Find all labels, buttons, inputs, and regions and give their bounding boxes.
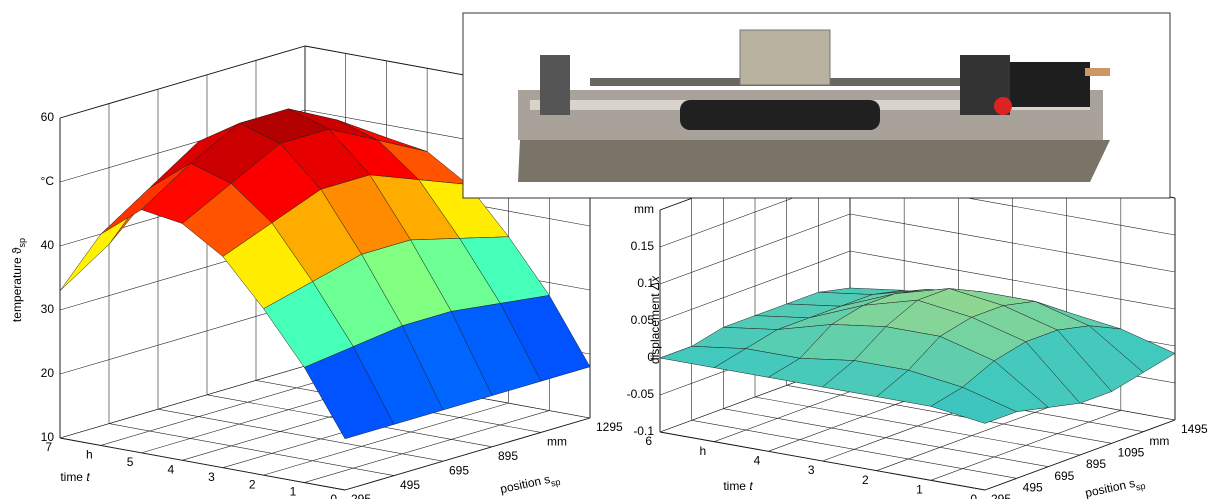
grid-line <box>344 417 591 491</box>
y-tick-label: 295 <box>351 492 371 499</box>
z-tick-label: -0.1 <box>633 424 654 438</box>
z-axis-label: temperature ϑsp <box>10 238 27 322</box>
x-tick-label: 1 <box>916 483 923 497</box>
x-axis-label: time t <box>60 470 90 484</box>
z-tick-label: 0.05 <box>631 313 655 327</box>
x-tick-label: h <box>699 444 706 458</box>
grid-line <box>59 45 306 119</box>
y-axis-label: position ssp <box>1084 474 1146 499</box>
grid-line <box>100 373 346 446</box>
x-tick-label: 1 <box>290 485 297 499</box>
z-axis-label-text: displacement <box>648 290 662 364</box>
z-tick-label: -0.05 <box>627 387 655 401</box>
y-tick-label: 1095 <box>1118 446 1145 460</box>
y-axis-label-sub: sp <box>550 477 561 489</box>
y-tick-label: 895 <box>498 449 518 463</box>
x-tick-label: h <box>86 448 93 462</box>
x-tick-label: 0 <box>970 492 977 499</box>
y-tick-label: 295 <box>991 492 1011 499</box>
y-tick-label: 1295 <box>596 420 623 434</box>
surface-chart: 10 20 30 40 °C 60 0 1 2 3 4 5 h 7 295 495 695 895 mm 1295 ti… <box>10 45 623 499</box>
x-axis-label-italic: t <box>86 470 90 484</box>
y-tick-label: 695 <box>1054 469 1074 483</box>
z-axis-label-text: temperature ϑ <box>10 247 24 322</box>
y-tick-label: 695 <box>449 463 469 477</box>
charts: 10203040°C60012345h7295495695895mm1295ti… <box>10 45 1208 499</box>
photo <box>462 12 1171 199</box>
x-tick-label: 4 <box>754 454 761 468</box>
z-axis-label-sub: sp <box>17 238 27 248</box>
x-axis-label-text: time <box>60 470 86 484</box>
x-axis-label: time t <box>723 479 753 493</box>
grid-line <box>691 420 1017 479</box>
grid-line <box>754 396 1081 456</box>
z-tick-label: 20 <box>41 366 55 380</box>
y-axis-label-sub: sp <box>1135 481 1146 493</box>
grid-line <box>786 385 1112 444</box>
x-tick-label: 2 <box>862 473 869 487</box>
surface-patch <box>930 386 1018 424</box>
x-tick-label: 6 <box>645 434 652 448</box>
grid-line <box>659 431 986 491</box>
z-tick-label: °C <box>41 174 55 188</box>
x-axis-label-text: time <box>723 479 749 493</box>
z-tick-label: 30 <box>41 302 55 316</box>
surface-patch <box>303 346 395 440</box>
z-tick-label: 0 <box>647 350 654 364</box>
y-axis-label-text: position s <box>1084 476 1137 499</box>
x-tick-label: 7 <box>45 440 52 454</box>
y-axis-label: position ssp <box>499 470 561 499</box>
z-tick-label: 10 <box>41 430 55 444</box>
y-tick-label: 1495 <box>1181 422 1208 436</box>
x-tick-label: 2 <box>249 477 256 491</box>
grid-line <box>108 423 395 476</box>
x-tick-label: 5 <box>127 455 134 469</box>
z-tick-label: 0.15 <box>631 239 655 253</box>
x-axis-label-italic: t <box>749 479 753 493</box>
x-tick-label: 3 <box>808 463 815 477</box>
x-tick-label: 0 <box>330 492 337 499</box>
grid-line <box>157 408 444 462</box>
z-tick-label: 0.1 <box>637 276 654 290</box>
z-tick-label: 40 <box>41 238 55 252</box>
y-axis-label-text: position s <box>499 472 552 496</box>
z-tick-label: mm <box>634 202 654 216</box>
grid-line <box>723 408 1049 467</box>
grid-line <box>304 410 550 483</box>
z-axis-label: displacement Δx <box>648 275 662 364</box>
x-tick-label: 4 <box>167 462 174 476</box>
x-tick-label: 3 <box>208 470 215 484</box>
z-axis-label-italic: Δx <box>648 275 662 291</box>
z-tick-label: 60 <box>41 110 55 124</box>
grid-line <box>263 402 509 476</box>
grid-line <box>59 365 306 439</box>
grid-line <box>59 437 346 491</box>
y-tick-label: mm <box>1149 434 1169 448</box>
y-tick-label: mm <box>547 435 567 449</box>
y-tick-label: 895 <box>1086 457 1106 471</box>
y-tick-label: 495 <box>400 478 420 492</box>
grid-line <box>59 301 306 375</box>
y-tick-label: 495 <box>1023 481 1043 495</box>
